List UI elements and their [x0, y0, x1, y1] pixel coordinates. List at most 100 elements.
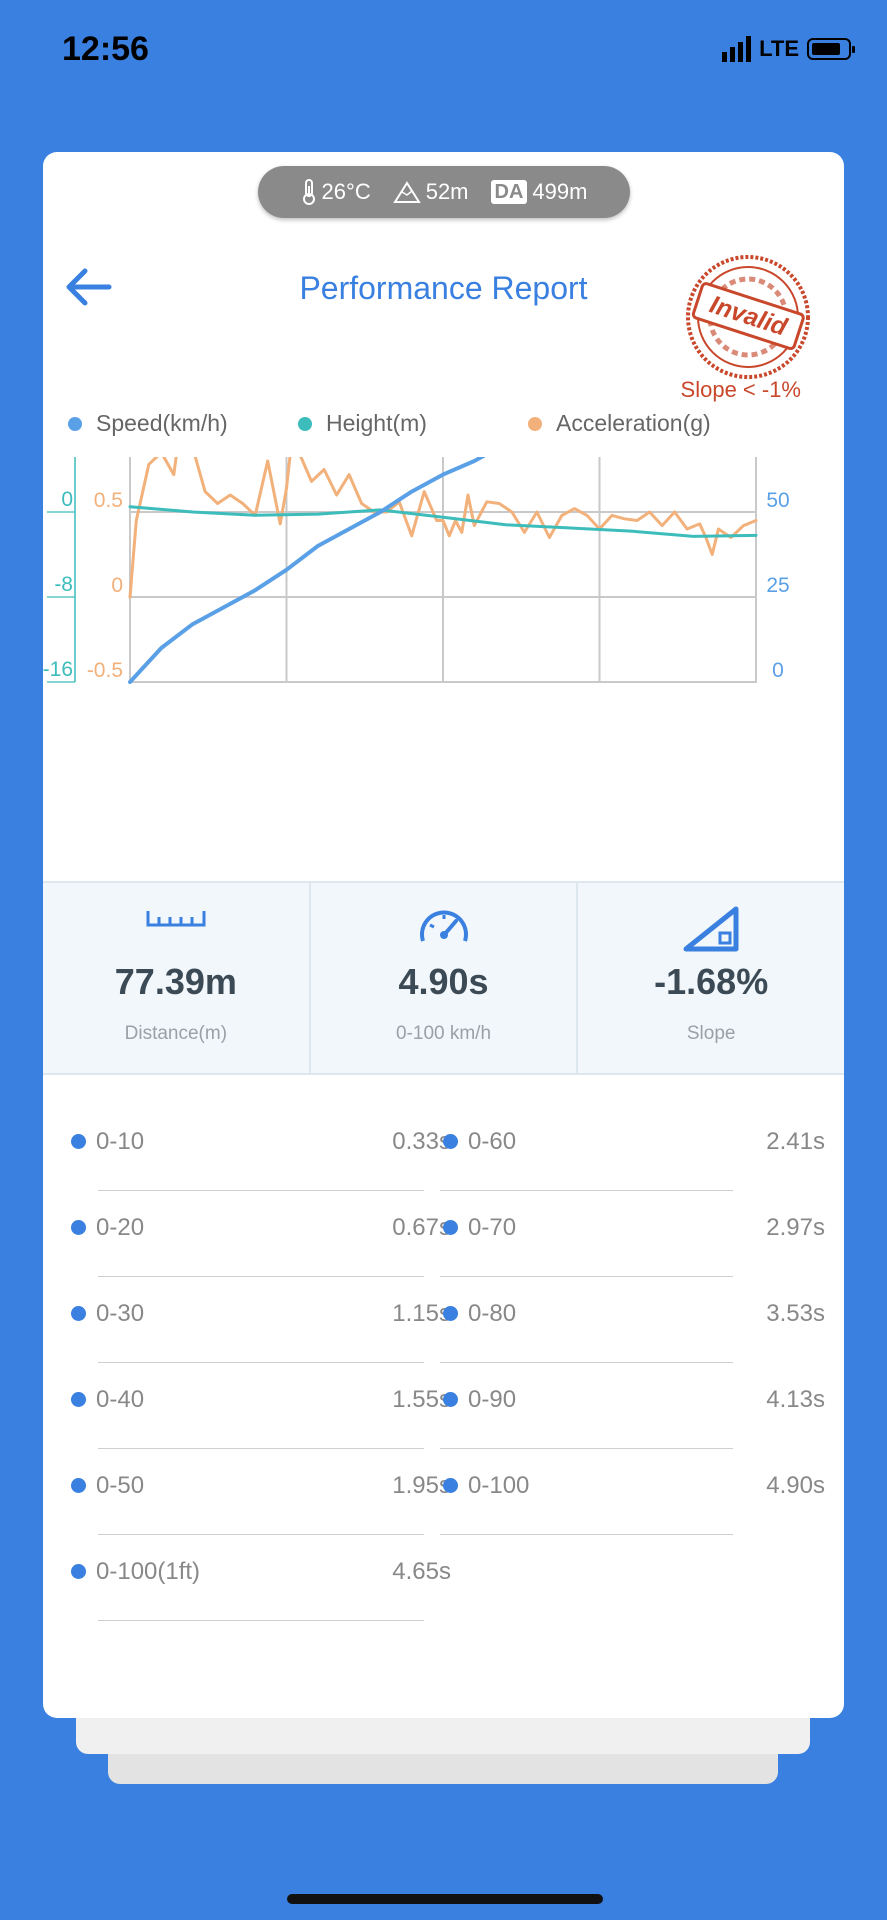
signal-icon [722, 36, 752, 62]
accel-tick-label: 0.5 [94, 489, 123, 512]
distance-value: 77.39m [114, 961, 237, 1002]
split-bullet [443, 1392, 458, 1407]
stat-slope: -1.68% Slope [576, 883, 844, 1073]
split-bullet [71, 1220, 86, 1235]
series-line-height-m [128, 505, 758, 538]
speed-tick-label: 25 [766, 574, 789, 597]
split-name: 0-40 [96, 1386, 145, 1413]
split-divider [98, 1620, 424, 1621]
split-name: 0-80 [468, 1300, 517, 1327]
split-bullet [443, 1134, 458, 1149]
split-bullet [71, 1478, 86, 1493]
speed-tick-label: 0 [772, 659, 784, 682]
legend-speed-dot [68, 416, 82, 431]
split-time: 0.33s [392, 1128, 451, 1155]
split-time: 1.95s [392, 1472, 451, 1499]
height-tick-label: 0 [61, 488, 73, 511]
split-divider [440, 1448, 733, 1449]
zero-to-hundred-value: 4.90s [398, 961, 489, 1002]
split-name: 0-30 [96, 1300, 145, 1327]
legend-speed: Speed(km/h) [68, 410, 228, 437]
split-row: 0-70 2.97s [440, 1208, 825, 1278]
temperature-value: 26°C [321, 179, 371, 204]
split-row: 0-30 1.15s [71, 1294, 451, 1364]
back-arrow-icon [66, 268, 112, 306]
slope-label: Slope [686, 1023, 736, 1044]
split-name: 0-100 [468, 1472, 530, 1499]
split-bullet [443, 1478, 458, 1493]
split-row: 0-80 3.53s [440, 1294, 825, 1364]
split-bullet [71, 1134, 86, 1149]
split-row: 0-60 2.41s [440, 1122, 825, 1192]
split-time: 4.65s [392, 1558, 451, 1585]
split-row: 0-50 1.95s [71, 1466, 451, 1536]
legend-height-dot [298, 416, 312, 431]
split-divider [98, 1448, 424, 1449]
split-name: 0-20 [96, 1214, 145, 1241]
split-time: 4.13s [766, 1386, 825, 1413]
slope-icon [683, 906, 739, 952]
status-indicators: LTE [722, 36, 855, 62]
series-line-speed-km-h [128, 457, 486, 684]
legend-acceleration-dot [528, 416, 542, 431]
density-altitude-value: 499m [532, 179, 588, 204]
report-card: 26°C 52m DA 499m Performance Report Inva… [43, 152, 844, 1718]
split-time: 2.41s [766, 1128, 825, 1155]
split-name: 0-70 [468, 1214, 517, 1241]
split-divider [98, 1362, 424, 1363]
thermometer-icon [302, 179, 315, 205]
stat-distance: 77.39m Distance(m) [43, 883, 309, 1073]
height-tick-label: -8 [54, 573, 73, 596]
slope-value: -1.68% [654, 961, 769, 1002]
battery-icon [807, 38, 855, 60]
split-divider [440, 1276, 733, 1277]
split-row: 0-100 4.90s [440, 1466, 825, 1536]
zero-to-hundred-label: 0-100 km/h [395, 1023, 492, 1044]
temperature-item: 26°C [301, 178, 371, 206]
split-divider [98, 1276, 424, 1277]
legend-height: Height(m) [298, 410, 427, 437]
page-title: Performance Report [299, 270, 588, 306]
mountain-icon [392, 181, 421, 203]
performance-chart: 1680-8-161.510.50-0.51007550250 [43, 457, 790, 684]
split-bullet [71, 1564, 86, 1579]
invalid-stamp: Invalid [686, 255, 810, 379]
split-time: 2.97s [766, 1214, 825, 1241]
split-name: 0-100(1ft) [96, 1558, 201, 1585]
chart-legend: Speed(km/h) Height(m) Acceleration(g) [43, 410, 844, 450]
split-row: 0-20 0.67s [71, 1208, 451, 1278]
split-name: 0-10 [96, 1128, 145, 1155]
stat-acceleration-time: 4.90s 0-100 km/h [308, 883, 577, 1073]
split-row: 0-90 4.13s [440, 1380, 825, 1450]
split-bullet [443, 1306, 458, 1321]
environment-pill: 26°C 52m DA 499m [258, 166, 630, 218]
split-divider [440, 1534, 733, 1535]
split-time: 1.55s [392, 1386, 451, 1413]
back-button[interactable] [61, 260, 115, 314]
legend-height-label: Height(m) [326, 410, 427, 436]
height-tick-label: -16 [43, 658, 73, 681]
slope-note: Slope < -1% [680, 377, 801, 402]
split-divider [440, 1362, 733, 1363]
split-time: 1.15s [392, 1300, 451, 1327]
split-name: 0-90 [468, 1386, 517, 1413]
stats-panel: 77.39m Distance(m) 4.90s 0-100 km/h -1.6… [43, 881, 844, 1075]
series-line-acceleration-g [128, 457, 758, 599]
split-time: 0.67s [392, 1214, 451, 1241]
split-name: 0-60 [468, 1128, 517, 1155]
split-divider [440, 1190, 733, 1191]
speed-tick-label: 50 [766, 489, 789, 512]
altitude-item: 52m [392, 179, 469, 205]
density-altitude-item: DA 499m [490, 179, 588, 205]
split-bullet [443, 1220, 458, 1235]
status-time: 12:56 [62, 30, 149, 68]
legend-speed-label: Speed(km/h) [96, 410, 228, 436]
network-label: LTE [759, 36, 799, 61]
split-time: 4.90s [766, 1472, 825, 1499]
altitude-value: 52m [425, 179, 469, 204]
accel-tick-label: 0 [111, 574, 123, 597]
split-row: 0-10 0.33s [71, 1122, 451, 1192]
distance-label: Distance(m) [124, 1023, 228, 1044]
legend-acceleration: Acceleration(g) [528, 410, 711, 437]
split-time: 3.53s [766, 1300, 825, 1327]
